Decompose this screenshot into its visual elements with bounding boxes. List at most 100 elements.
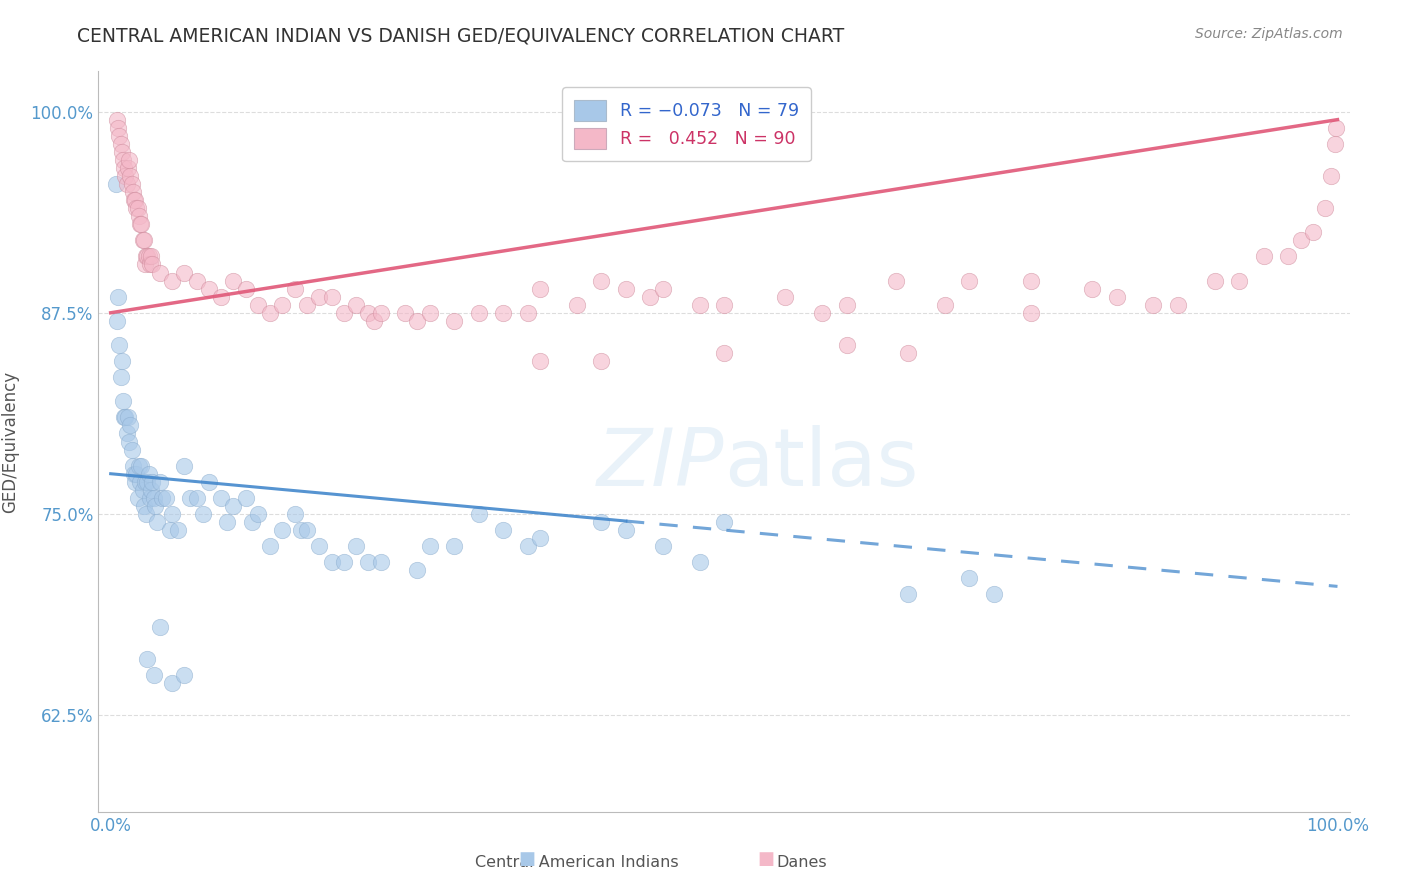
Point [246, 507, 269, 521]
Point [132, 233, 155, 247]
Point [897, 587, 920, 601]
Point [1315, 201, 1337, 215]
Point [117, 161, 139, 175]
Point [122, 193, 145, 207]
Point [290, 523, 312, 537]
Point [128, 209, 150, 223]
Point [120, 418, 142, 433]
Point [124, 475, 146, 489]
Point [308, 539, 330, 553]
Point [959, 274, 981, 288]
Point [105, 112, 128, 127]
Point [141, 258, 163, 272]
Point [934, 298, 956, 312]
Point [159, 523, 181, 537]
Point [492, 306, 515, 320]
Point [135, 249, 157, 263]
Point [467, 306, 489, 320]
Text: Source: ZipAtlas.com: Source: ZipAtlas.com [1195, 27, 1343, 41]
Point [142, 668, 165, 682]
Point [1105, 290, 1128, 304]
Point [173, 668, 195, 682]
Point [235, 491, 257, 505]
Point [284, 282, 307, 296]
Text: Danes: Danes [776, 855, 827, 870]
Point [209, 290, 232, 304]
Point [363, 314, 385, 328]
Point [111, 354, 134, 368]
Point [308, 290, 330, 304]
Point [114, 169, 136, 183]
Point [155, 491, 177, 505]
Text: ZIP: ZIP [596, 425, 724, 503]
Point [591, 354, 613, 368]
Point [284, 507, 307, 521]
Point [160, 274, 183, 288]
Point [131, 217, 153, 231]
Point [141, 483, 163, 497]
Point [370, 306, 392, 320]
Y-axis label: GED/Equivalency: GED/Equivalency [1, 370, 20, 513]
Point [983, 587, 1005, 601]
Point [591, 274, 613, 288]
Point [246, 298, 269, 312]
Point [614, 523, 637, 537]
Point [259, 306, 281, 320]
Point [516, 306, 538, 320]
Point [121, 442, 143, 457]
Point [139, 491, 162, 505]
Point [1277, 249, 1299, 263]
Point [713, 298, 735, 312]
Point [370, 555, 392, 569]
Point [689, 555, 711, 569]
Point [125, 467, 148, 481]
Point [959, 571, 981, 585]
Point [120, 169, 142, 183]
Legend: R = −0.073   N = 79, R =   0.452   N = 90: R = −0.073 N = 79, R = 0.452 N = 90 [562, 87, 811, 161]
Point [149, 619, 172, 633]
Point [136, 249, 159, 263]
Point [333, 306, 356, 320]
Point [529, 354, 551, 368]
Point [186, 274, 208, 288]
Point [124, 193, 146, 207]
Point [150, 491, 173, 505]
Point [492, 523, 515, 537]
Point [105, 314, 128, 328]
Point [1142, 298, 1164, 312]
Point [131, 233, 153, 247]
Point [127, 201, 149, 215]
Point [117, 410, 139, 425]
Point [134, 475, 156, 489]
Point [122, 467, 145, 481]
Text: ■: ■ [519, 850, 536, 868]
Point [115, 426, 138, 441]
Point [259, 539, 281, 553]
Point [419, 539, 441, 553]
Point [1167, 298, 1189, 312]
Point [529, 531, 551, 545]
Point [121, 185, 143, 199]
Point [179, 491, 201, 505]
Point [121, 458, 143, 473]
Point [198, 475, 221, 489]
Point [295, 523, 318, 537]
Point [108, 338, 131, 352]
Point [112, 410, 135, 425]
Point [149, 475, 172, 489]
Point [149, 266, 172, 280]
Point [135, 507, 157, 521]
Point [333, 555, 356, 569]
Point [167, 523, 190, 537]
Point [321, 555, 343, 569]
Point [141, 475, 163, 489]
Point [131, 458, 153, 473]
Point [321, 290, 343, 304]
Point [1204, 274, 1226, 288]
Point [115, 177, 138, 191]
Point [146, 515, 169, 529]
Point [516, 539, 538, 553]
Point [118, 434, 141, 449]
Point [689, 298, 711, 312]
Point [565, 298, 588, 312]
